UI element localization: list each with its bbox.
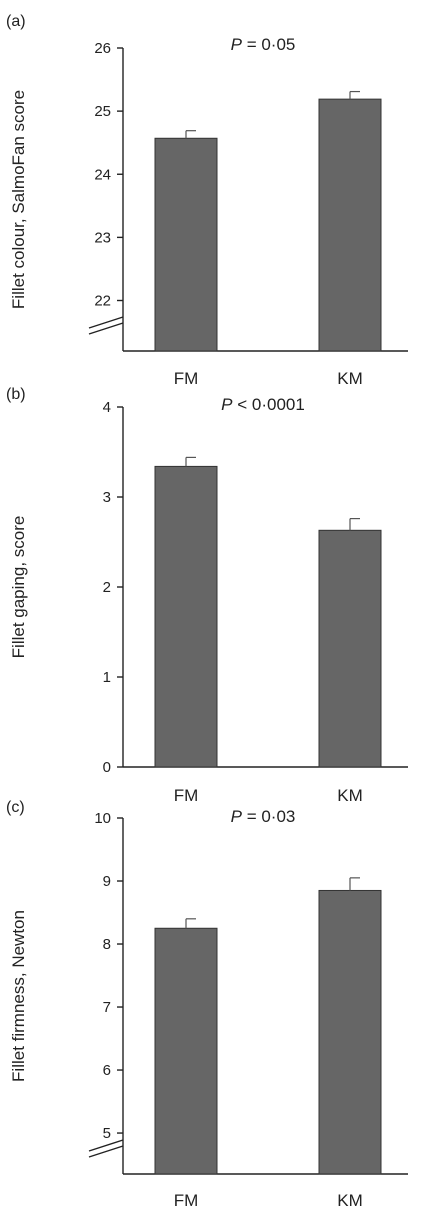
panel-label: (b) bbox=[6, 386, 26, 403]
p-value-text: = 0·03 bbox=[242, 807, 295, 826]
p-value-annotation: P = 0·03 bbox=[231, 807, 296, 826]
category-label-fm: FM bbox=[174, 1191, 199, 1210]
y-axis-title: Fillet gaping, score bbox=[9, 516, 28, 659]
category-label-fm: FM bbox=[174, 369, 199, 388]
bar-fm bbox=[154, 465, 218, 768]
p-value-annotation: P = 0·05 bbox=[231, 35, 296, 54]
bar-km bbox=[318, 98, 382, 352]
y-tick-label: 10 bbox=[94, 810, 111, 827]
bar-km bbox=[318, 529, 382, 768]
axis-break-mark bbox=[88, 316, 124, 329]
y-tick-label: 25 bbox=[94, 103, 111, 120]
chart-panel-b: (b) P < 0·0001 Fillet gaping, score 0 1 2 3 4 FM… bbox=[6, 386, 408, 805]
y-tick-label: 22 bbox=[94, 293, 111, 310]
bar-km bbox=[318, 889, 382, 1175]
y-tick-label: 7 bbox=[103, 999, 111, 1016]
y-tick-label: 4 bbox=[103, 399, 111, 416]
chart-panel-c: (c) P = 0·03 Fillet firmness, Newton 5 6 7 8 9 1… bbox=[6, 799, 408, 1210]
p-value-prefix: P bbox=[231, 807, 243, 826]
p-value-text: < 0·0001 bbox=[233, 395, 305, 414]
bar-fm bbox=[154, 137, 218, 352]
y-axis-title: Fillet firmness, Newton bbox=[9, 910, 28, 1082]
y-tick-label: 5 bbox=[103, 1125, 111, 1142]
p-value-prefix: P bbox=[221, 395, 233, 414]
y-axis-title: Fillet colour, SalmoFan score bbox=[9, 90, 28, 309]
category-label-km: KM bbox=[337, 1191, 363, 1210]
category-label-km: KM bbox=[337, 369, 363, 388]
p-value-annotation: P < 0·0001 bbox=[221, 395, 305, 414]
y-tick-label: 2 bbox=[103, 579, 111, 596]
y-tick-label: 8 bbox=[103, 936, 111, 953]
panel-label: (a) bbox=[6, 13, 26, 30]
axis-break-mark bbox=[88, 1145, 124, 1158]
y-tick-label: 1 bbox=[103, 669, 111, 686]
axis-break-mark bbox=[88, 1139, 124, 1152]
y-tick-label: 3 bbox=[103, 489, 111, 506]
chart-panel-a: (a) P = 0·05 Fillet colour, SalmoFan score… bbox=[6, 13, 408, 388]
axis-break-mark bbox=[88, 322, 124, 335]
panel-label: (c) bbox=[6, 799, 25, 816]
p-value-text: = 0·05 bbox=[242, 35, 295, 54]
p-value-prefix: P bbox=[231, 35, 243, 54]
y-tick-label: 26 bbox=[94, 40, 111, 57]
y-tick-label: 6 bbox=[103, 1062, 111, 1079]
y-tick-label: 9 bbox=[103, 873, 111, 890]
y-tick-label: 24 bbox=[94, 166, 111, 183]
y-tick-label: 23 bbox=[94, 229, 111, 246]
category-label-km: KM bbox=[337, 786, 363, 805]
bar-fm bbox=[154, 927, 218, 1175]
category-label-fm: FM bbox=[174, 786, 199, 805]
y-tick-label: 0 bbox=[103, 759, 111, 776]
